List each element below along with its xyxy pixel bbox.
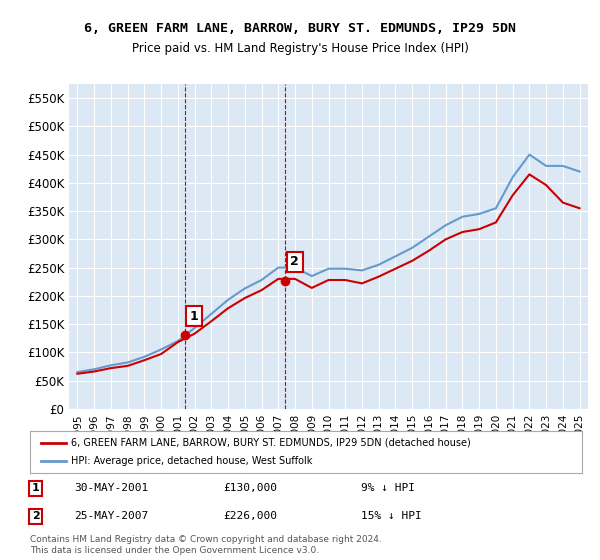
Text: Contains HM Land Registry data © Crown copyright and database right 2024.: Contains HM Land Registry data © Crown c… (30, 535, 382, 544)
Text: 6, GREEN FARM LANE, BARROW, BURY ST. EDMUNDS, IP29 5DN: 6, GREEN FARM LANE, BARROW, BURY ST. EDM… (84, 22, 516, 35)
Text: 1: 1 (190, 310, 199, 323)
Text: HPI: Average price, detached house, West Suffolk: HPI: Average price, detached house, West… (71, 456, 313, 466)
Text: Price paid vs. HM Land Registry's House Price Index (HPI): Price paid vs. HM Land Registry's House … (131, 42, 469, 55)
Text: 25-MAY-2007: 25-MAY-2007 (74, 511, 148, 521)
Text: This data is licensed under the Open Government Licence v3.0.: This data is licensed under the Open Gov… (30, 546, 319, 555)
Text: 9% ↓ HPI: 9% ↓ HPI (361, 483, 415, 493)
Text: 30-MAY-2001: 30-MAY-2001 (74, 483, 148, 493)
Text: 15% ↓ HPI: 15% ↓ HPI (361, 511, 422, 521)
Text: 2: 2 (290, 255, 299, 268)
Text: £130,000: £130,000 (223, 483, 277, 493)
Text: 1: 1 (32, 483, 40, 493)
Text: 6, GREEN FARM LANE, BARROW, BURY ST. EDMUNDS, IP29 5DN (detached house): 6, GREEN FARM LANE, BARROW, BURY ST. EDM… (71, 438, 471, 448)
Text: 2: 2 (32, 511, 40, 521)
Text: £226,000: £226,000 (223, 511, 277, 521)
